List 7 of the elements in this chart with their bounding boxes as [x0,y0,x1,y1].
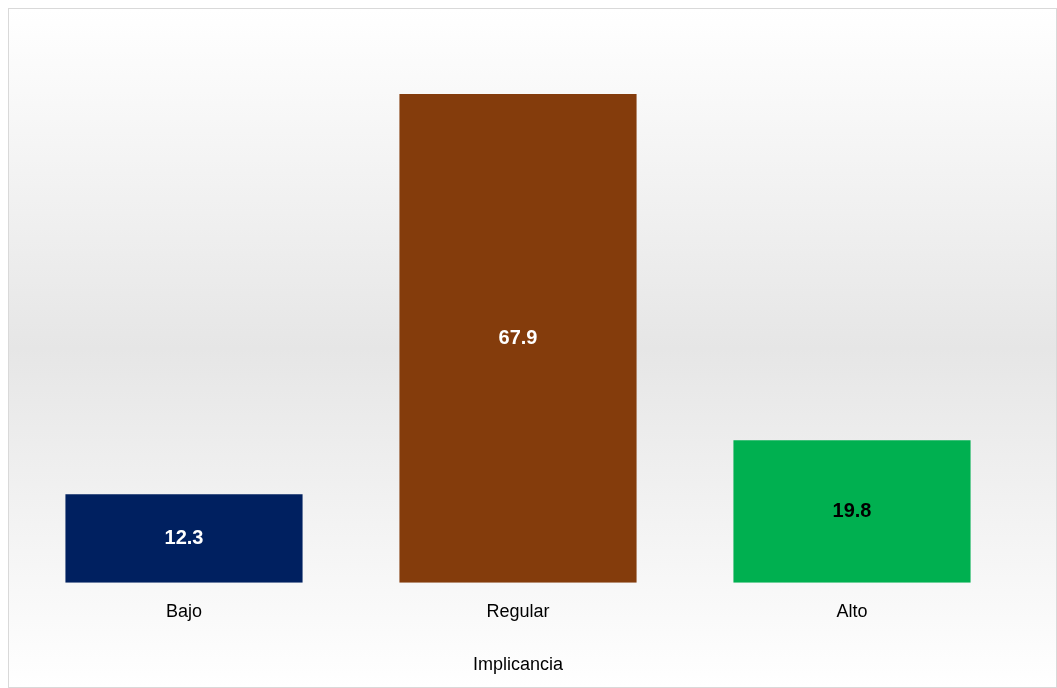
data-label: 19.8 [832,499,872,522]
data-label: 12.3 [164,526,204,549]
data-label: 67.9 [498,325,538,348]
x-tick-label: Alto [836,600,868,621]
x-axis-title: Implicancia [472,654,564,675]
x-tick-label: Regular [486,600,550,621]
x-tick-label: Bajo [165,600,203,621]
